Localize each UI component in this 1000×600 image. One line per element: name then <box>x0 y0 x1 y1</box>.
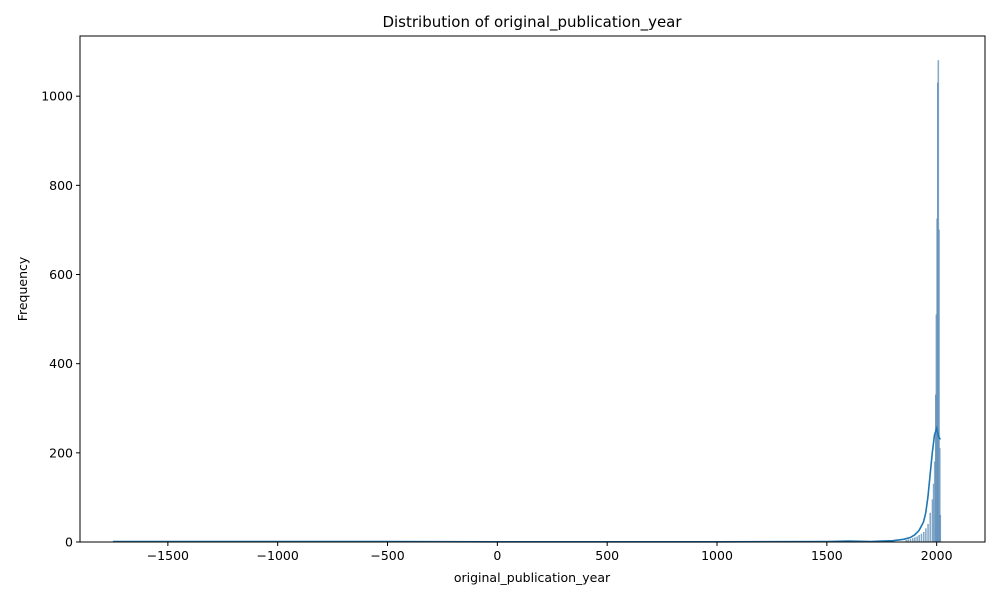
histogram-bar <box>929 512 931 543</box>
histogram-bar <box>927 523 929 543</box>
y-tick-label: 600 <box>49 267 73 282</box>
y-tick-label: 400 <box>49 356 73 371</box>
x-tick-label: 1000 <box>701 548 733 563</box>
histogram-bar <box>911 538 914 543</box>
x-tick-label: 2000 <box>921 548 953 563</box>
histogram-bar <box>914 537 916 543</box>
y-axis-label: Frequency <box>15 256 30 321</box>
y-tick-label: 200 <box>49 445 73 460</box>
kde-line <box>112 425 942 543</box>
x-axis-ticks: −1500 −1000 −500 0 500 1000 1500 2000 <box>147 542 953 563</box>
histogram-bar <box>931 499 934 543</box>
y-tick-label: 800 <box>49 178 73 193</box>
y-axis-ticks: 0 200 400 600 800 1000 <box>41 89 80 550</box>
histogram-bar <box>939 515 942 543</box>
histogram-bar <box>920 533 923 543</box>
y-tick-label: 0 <box>65 535 73 550</box>
x-axis-label: original_publication_year <box>454 570 611 585</box>
x-tick-label: 500 <box>595 548 619 563</box>
x-tick-label: 1500 <box>811 548 843 563</box>
histogram-bar <box>918 535 920 543</box>
x-tick-label: −1500 <box>147 548 189 563</box>
y-tick-label: 1000 <box>41 89 73 104</box>
histogram-bar <box>922 531 925 543</box>
chart-title: Distribution of original_publication_yea… <box>382 13 682 32</box>
x-tick-label: −500 <box>370 548 404 563</box>
plot-frame <box>79 35 986 543</box>
histogram-bar <box>933 461 936 543</box>
plot-area <box>112 60 942 543</box>
histogram-bar <box>932 483 935 543</box>
histogram-bar <box>925 528 927 543</box>
histogram-bar <box>916 536 918 543</box>
x-tick-label: −1000 <box>257 548 299 563</box>
x-tick-label: 0 <box>493 548 501 563</box>
